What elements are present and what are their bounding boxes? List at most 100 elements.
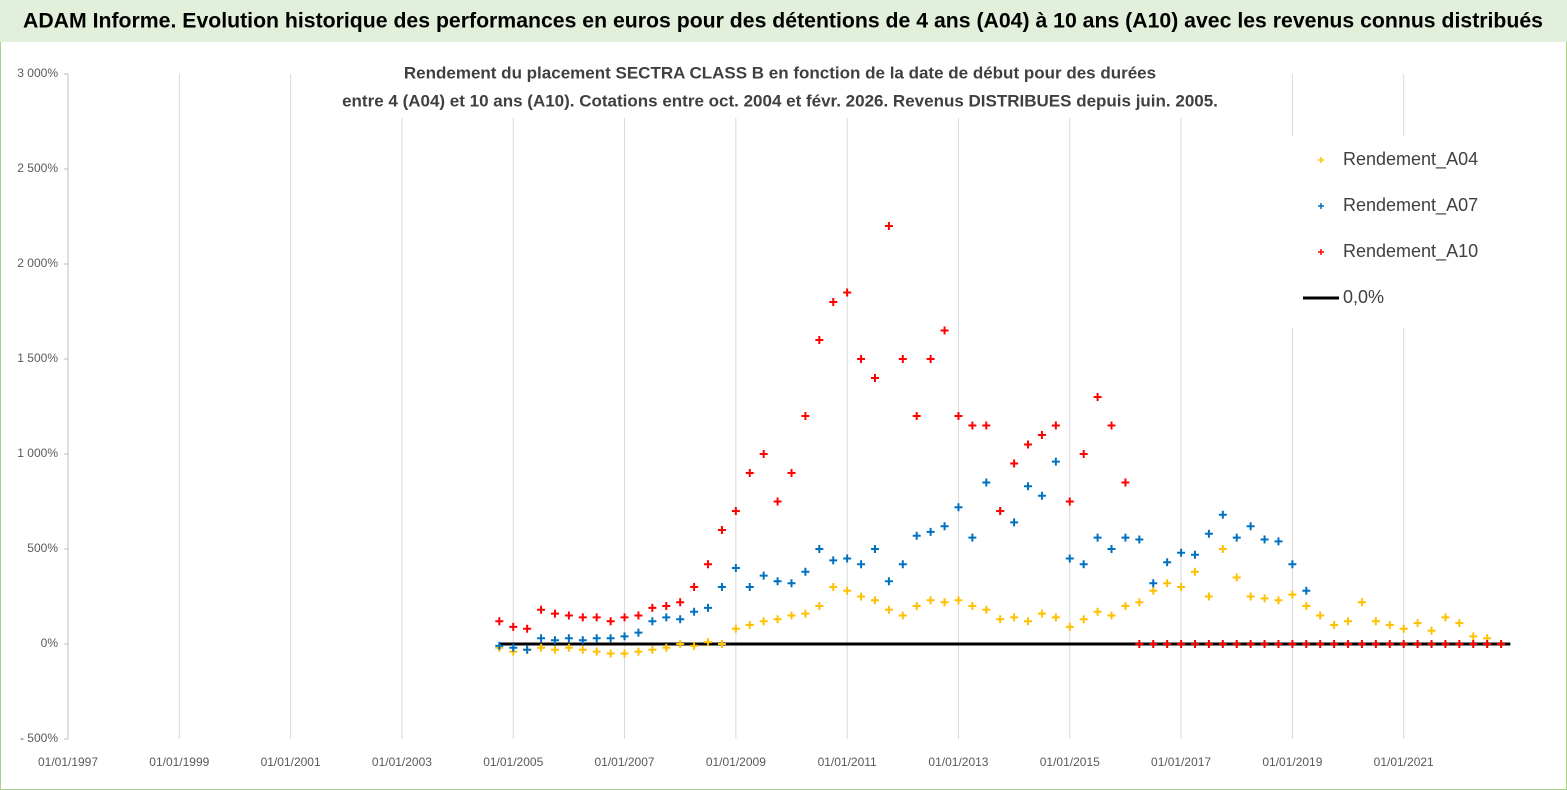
point [1190, 640, 1199, 648]
point [1302, 640, 1311, 648]
legend-label: Rendement_A07 [1343, 195, 1478, 216]
point [773, 577, 782, 586]
point [829, 556, 838, 565]
point [1302, 586, 1311, 595]
point [537, 605, 546, 614]
point [884, 577, 893, 586]
point [829, 583, 838, 591]
point [1232, 640, 1241, 648]
point [787, 611, 796, 620]
point [912, 412, 921, 420]
point [1051, 421, 1060, 430]
point [1316, 640, 1325, 648]
y-tick-label: 500% [27, 541, 58, 555]
point [1163, 640, 1172, 648]
point [662, 643, 671, 652]
point [537, 634, 546, 643]
point [1149, 640, 1158, 648]
point [1051, 457, 1060, 466]
point [1330, 640, 1339, 648]
point [773, 615, 782, 624]
point [620, 649, 629, 658]
point [578, 613, 587, 622]
x-tick-label: 01/01/2005 [483, 755, 543, 769]
point [648, 603, 657, 612]
point [870, 596, 879, 605]
point [1483, 640, 1492, 648]
point [870, 374, 879, 382]
point [940, 326, 949, 335]
point [968, 602, 977, 610]
y-tick-label: 1 500% [17, 351, 58, 365]
point [787, 469, 796, 477]
point [1302, 602, 1311, 610]
point [564, 634, 573, 643]
point [1010, 518, 1019, 527]
point [1177, 583, 1186, 591]
point [578, 636, 587, 645]
point [1121, 478, 1130, 487]
point [1218, 640, 1227, 648]
point [1037, 491, 1046, 500]
point [564, 643, 573, 652]
point [1107, 421, 1116, 430]
point [634, 628, 643, 637]
point [1413, 640, 1422, 648]
point [1399, 624, 1408, 633]
point [996, 615, 1005, 624]
point [926, 527, 935, 536]
point [676, 615, 685, 624]
point [676, 640, 685, 648]
point [662, 602, 671, 610]
page-title: ADAM Informe. Evolution historique des p… [23, 10, 1543, 33]
point [1037, 609, 1046, 618]
x-tick-label: 01/01/2015 [1040, 755, 1100, 769]
point [1024, 482, 1033, 491]
point [1413, 619, 1422, 628]
point [592, 634, 601, 643]
point [1024, 617, 1033, 626]
point [745, 583, 754, 591]
y-tick-label: 2 000% [17, 256, 58, 270]
point [815, 602, 824, 610]
point [731, 564, 740, 572]
point [1024, 440, 1033, 449]
point [731, 624, 740, 633]
point [954, 596, 963, 605]
point [1135, 640, 1144, 648]
point [1288, 640, 1297, 648]
point [648, 645, 657, 654]
point [968, 421, 977, 430]
point [550, 645, 559, 654]
point [898, 560, 907, 569]
point [1260, 535, 1269, 544]
point [1469, 632, 1478, 641]
point [1204, 640, 1213, 648]
point [1135, 598, 1144, 607]
legend-swatch [1318, 249, 1324, 255]
x-tick-label: 01/01/2011 [818, 755, 877, 769]
x-tick-label: 01/01/2009 [706, 755, 766, 769]
x-tick-label: 01/01/1999 [149, 755, 209, 769]
point [1010, 459, 1019, 468]
point [1288, 560, 1297, 569]
point [704, 560, 713, 569]
point [1260, 640, 1269, 648]
point [759, 617, 768, 626]
point [564, 611, 573, 620]
point [620, 632, 629, 641]
point [912, 531, 921, 540]
point [1204, 592, 1213, 601]
point [982, 478, 991, 487]
point [592, 613, 601, 622]
point [592, 647, 601, 656]
point [1399, 640, 1408, 648]
point [1246, 522, 1255, 531]
point [898, 355, 907, 363]
point [1246, 640, 1255, 648]
point [1371, 617, 1380, 626]
point [898, 611, 907, 620]
point [676, 598, 685, 607]
